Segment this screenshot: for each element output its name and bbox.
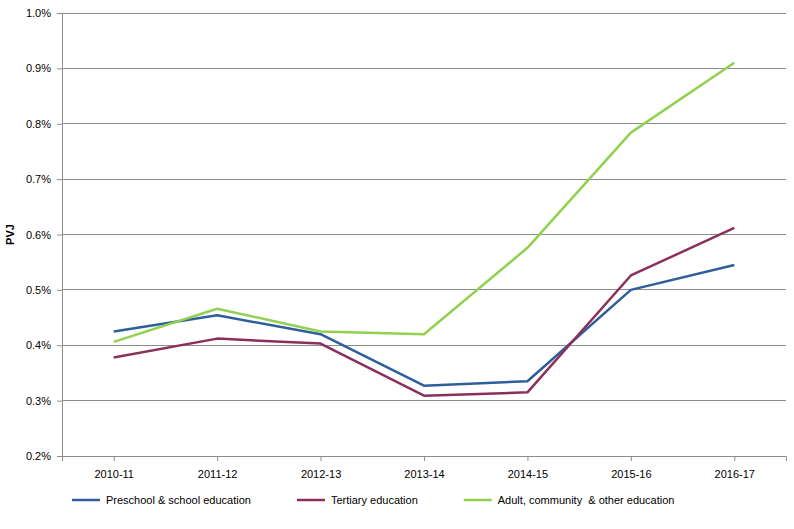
y-tick: 0.5%	[26, 284, 62, 296]
grid-line	[62, 289, 786, 290]
grid-line	[62, 234, 786, 235]
legend-label: Adult, community & other education	[498, 494, 675, 506]
y-tick-label: 0.3%	[26, 395, 51, 407]
y-tick-label: 0.7%	[26, 173, 51, 185]
y-axis-title: PVJ	[4, 224, 16, 245]
y-tick-mark	[57, 401, 62, 402]
grid-line	[62, 13, 786, 14]
y-tick: 0.2%	[26, 450, 62, 462]
plot: 0.2% 0.3% 0.4% 0.5% 0.6% 0.7% 0.8% 0.9% 1.0% 2010…	[26, 7, 787, 480]
y-axis-line	[57, 14, 63, 457]
x-tick-mark	[424, 456, 425, 461]
y-tick: 0.4%	[26, 339, 62, 351]
legend-swatch	[72, 499, 100, 502]
x-tick-mark	[321, 456, 322, 461]
x-tick-label: 2013-14	[404, 468, 444, 480]
x-tick: 2011-12	[198, 456, 238, 480]
legend-item: Tertiary education	[297, 494, 418, 506]
y-tick: 0.3%	[26, 395, 62, 407]
chart: 0.2% 0.3% 0.4% 0.5% 0.6% 0.7% 0.8% 0.9% 1.0% 2010…	[0, 0, 794, 529]
y-tick-mark	[57, 13, 62, 14]
x-tick-label: 2012-13	[301, 468, 341, 480]
y-tick-mark	[57, 456, 62, 457]
y-tick-mark	[57, 68, 62, 69]
series-lines	[114, 63, 735, 396]
grid-line	[62, 123, 786, 124]
x-tick: 2010-11	[94, 456, 134, 480]
y-tick-label: 0.5%	[26, 284, 51, 296]
y-tick: 1.0%	[26, 7, 62, 19]
grid-line	[62, 400, 786, 401]
legend-label: Tertiary education	[331, 494, 418, 506]
x-tick-mark	[527, 456, 528, 461]
x-tick-mark	[217, 456, 218, 461]
y-tick-mark	[57, 179, 62, 180]
x-axis-line	[63, 457, 787, 462]
grid	[62, 13, 786, 456]
x-tick: 2016-17	[715, 456, 755, 480]
y-tick-mark	[57, 290, 62, 291]
series-line	[114, 63, 735, 342]
x-tick-label: 2010-11	[94, 468, 134, 480]
x-tick: 2014-15	[508, 456, 548, 480]
grid-line	[62, 179, 786, 180]
y-tick: 0.7%	[26, 173, 62, 185]
x-tick-mark	[734, 456, 735, 461]
y-tick-label: 0.6%	[26, 229, 51, 241]
y-tick: 0.8%	[26, 118, 62, 130]
x-tick: 2015-16	[611, 456, 651, 480]
series-line	[114, 265, 735, 386]
grid-line	[62, 68, 786, 69]
x-tick-mark	[114, 456, 115, 461]
legend-item: Preschool & school education	[72, 494, 251, 506]
legend-swatch	[297, 499, 325, 502]
x-tick: 2013-14	[404, 456, 444, 480]
x-axis: 2010-11 2011-12 2012-13 2013-14 2014-15 2015-…	[63, 456, 787, 480]
y-tick-label: 0.2%	[26, 450, 51, 462]
y-tick: 0.9%	[26, 62, 62, 74]
y-tick-label: 1.0%	[26, 7, 51, 19]
y-tick-mark	[57, 345, 62, 346]
legend-label: Preschool & school education	[106, 494, 251, 506]
x-tick-mark	[631, 456, 632, 461]
legend: Preschool & school education Tertiary edu…	[72, 494, 674, 506]
y-tick-label: 0.8%	[26, 118, 51, 130]
x-tick: 2012-13	[301, 456, 341, 480]
x-tick-label: 2016-17	[715, 468, 755, 480]
legend-swatch	[464, 499, 492, 502]
grid-line	[62, 345, 786, 346]
x-tick-label: 2015-16	[611, 468, 651, 480]
x-tick-label: 2014-15	[508, 468, 548, 480]
y-axis: 0.2% 0.3% 0.4% 0.5% 0.6% 0.7% 0.8% 0.9% 1.0%	[26, 7, 63, 462]
y-tick: 0.6%	[26, 229, 62, 241]
y-tick-mark	[57, 124, 62, 125]
x-tick-label: 2011-12	[198, 468, 238, 480]
y-tick-label: 0.4%	[26, 339, 51, 351]
legend-item: Adult, community & other education	[464, 494, 675, 506]
y-tick-mark	[57, 235, 62, 236]
y-tick-label: 0.9%	[26, 62, 51, 74]
